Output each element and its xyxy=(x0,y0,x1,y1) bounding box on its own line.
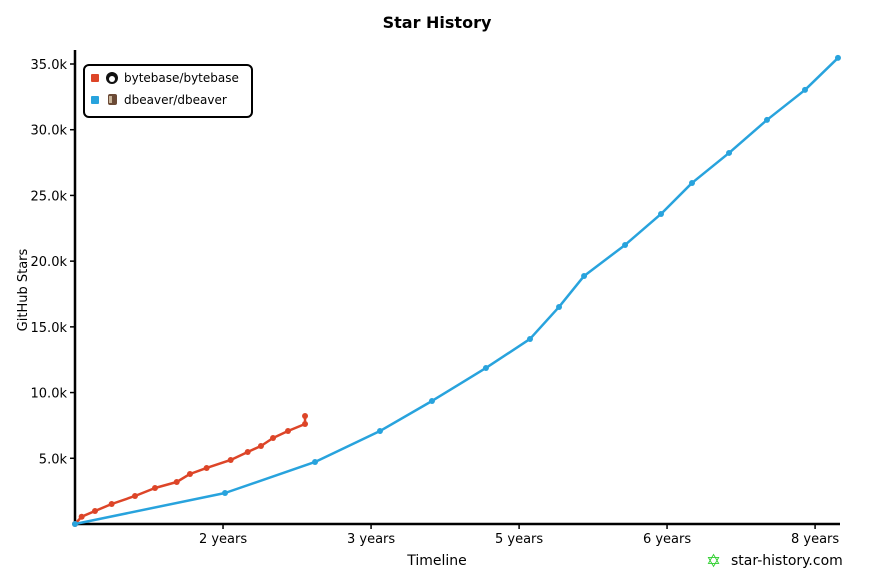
data-point xyxy=(834,54,841,61)
data-point xyxy=(270,434,277,441)
x-tick-label: 6 years xyxy=(643,532,691,547)
data-point xyxy=(203,464,210,471)
y-tick-label: 10.0k xyxy=(31,387,68,402)
data-point xyxy=(173,478,180,485)
data-point xyxy=(763,116,770,123)
data-point xyxy=(284,427,291,434)
data-point xyxy=(428,397,435,404)
data-point xyxy=(376,427,383,434)
legend: bytebase/bytebase dbeaver/dbeaver xyxy=(83,64,253,118)
y-axis-label: GitHub Stars xyxy=(16,248,31,331)
data-point xyxy=(581,272,588,279)
data-point xyxy=(527,335,534,342)
y-tick-label: 30.0k xyxy=(31,124,68,139)
legend-label-bytebase: bytebase/bytebase xyxy=(124,71,239,85)
data-point xyxy=(801,86,808,93)
data-point xyxy=(78,513,85,520)
data-point xyxy=(658,210,665,217)
y-tick-label: 25.0k xyxy=(31,189,68,204)
data-point xyxy=(227,456,234,463)
data-point xyxy=(622,241,629,248)
y-tick-label: 15.0k xyxy=(31,321,68,336)
legend-label-dbeaver: dbeaver/dbeaver xyxy=(124,93,227,107)
series-bytebase xyxy=(72,412,309,527)
data-point xyxy=(689,179,696,186)
data-point xyxy=(312,458,319,465)
legend-swatch-dbeaver xyxy=(91,96,99,104)
data-point xyxy=(257,442,264,449)
brand-watermark: ✡ star-history.com xyxy=(706,551,843,572)
y-tick-label: 5.0k xyxy=(39,452,68,467)
data-point xyxy=(108,500,115,507)
x-tick-label: 8 years xyxy=(791,532,839,547)
data-point xyxy=(244,448,251,455)
series-dbeaver xyxy=(72,54,841,527)
y-tick-label: 35.0k xyxy=(31,58,68,73)
data-point xyxy=(132,492,139,499)
dbeaver-avatar-icon xyxy=(108,94,117,105)
series-line xyxy=(74,57,839,526)
x-tick-label: 2 years xyxy=(199,532,247,547)
y-tick-label: 20.0k xyxy=(31,255,68,270)
x-tick-label: 3 years xyxy=(347,532,395,547)
data-point xyxy=(302,420,309,427)
star-icon: ✡ xyxy=(706,551,721,572)
chart-title: Star History xyxy=(383,13,492,32)
data-point xyxy=(222,489,229,496)
data-point xyxy=(726,149,733,156)
data-point xyxy=(482,364,489,371)
data-point xyxy=(72,521,78,527)
data-point xyxy=(556,303,563,310)
x-tick-label: 5 years xyxy=(495,532,543,547)
legend-box xyxy=(83,64,253,118)
x-axis-label: Timeline xyxy=(406,553,467,569)
brand-text: star-history.com xyxy=(731,553,843,569)
data-point xyxy=(152,484,159,491)
legend-swatch-bytebase xyxy=(91,74,99,82)
data-point xyxy=(186,470,193,477)
series-line xyxy=(74,415,307,525)
data-point xyxy=(92,508,99,515)
github-icon xyxy=(106,72,118,84)
data-point xyxy=(302,412,309,419)
